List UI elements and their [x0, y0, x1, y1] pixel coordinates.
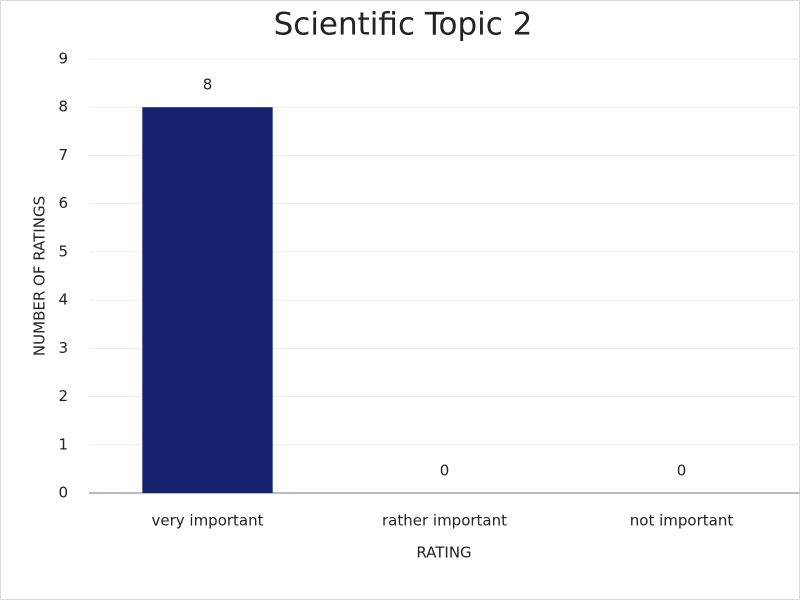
y-tick-label: 6 [58, 194, 68, 212]
x-tick-label: very important [151, 512, 263, 530]
y-tick-label: 4 [58, 291, 68, 309]
y-tick-label: 3 [58, 339, 68, 357]
chart-title: Scientific Topic 2 [274, 7, 533, 43]
y-axis-label: NUMBER OF RATINGS [31, 196, 49, 356]
data-label: 8 [203, 76, 213, 94]
y-tick-label: 8 [58, 98, 68, 116]
x-tick-label: not important [630, 512, 734, 530]
y-tick-label: 0 [58, 484, 68, 502]
y-tick-label: 2 [58, 387, 68, 405]
y-tick-label: 5 [58, 242, 68, 260]
y-tick-label: 1 [58, 435, 68, 453]
data-label: 0 [440, 462, 450, 480]
data-label: 0 [677, 462, 687, 480]
x-tick-label: rather important [382, 512, 507, 530]
x-axis-label: RATING [416, 544, 471, 562]
bar [142, 107, 273, 493]
y-tick-label: 7 [58, 146, 68, 164]
y-tick-label: 9 [58, 50, 68, 68]
